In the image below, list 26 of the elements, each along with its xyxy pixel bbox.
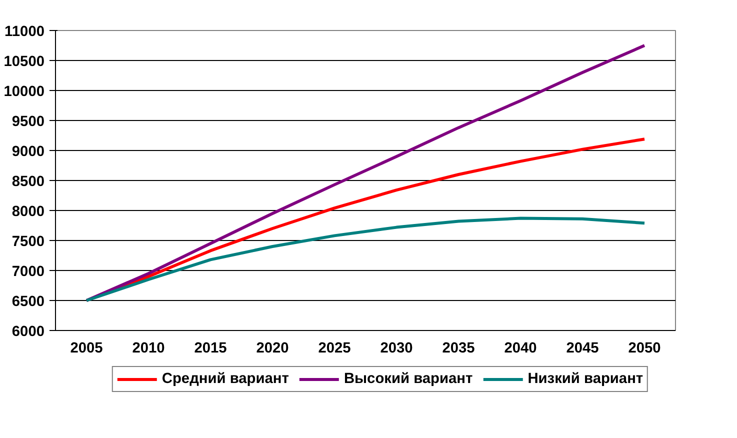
x-tick-label: 2035 xyxy=(442,340,475,356)
y-tick-label: 9500 xyxy=(12,114,45,130)
y-tick-label: 7000 xyxy=(12,264,45,280)
legend-label: Высокий вариант xyxy=(344,371,473,387)
x-tick-label: 2020 xyxy=(256,340,289,356)
y-tick-label: 6000 xyxy=(12,324,45,340)
x-tick-label: 2040 xyxy=(504,340,537,356)
y-tick-label: 8000 xyxy=(12,204,45,220)
y-tick-label: 9000 xyxy=(12,144,45,160)
y-tick-label: 10000 xyxy=(4,84,45,100)
legend-label: Средний вариант xyxy=(162,371,289,387)
x-tick-label: 2025 xyxy=(318,340,351,356)
x-tick-label: 2050 xyxy=(628,340,661,356)
legend-label: Низкий вариант xyxy=(528,371,644,387)
y-tick-label: 10500 xyxy=(4,54,45,70)
y-tick-label: 7500 xyxy=(12,234,45,250)
y-tick-label: 8500 xyxy=(12,174,45,190)
x-tick-label: 2015 xyxy=(194,340,227,356)
x-tick-label: 2010 xyxy=(132,340,165,356)
y-tick-label: 11000 xyxy=(4,24,45,40)
line-series xyxy=(85,216,646,302)
line-series xyxy=(85,44,646,302)
y-tick-label: 6500 xyxy=(12,294,45,310)
x-tick-label: 2045 xyxy=(566,340,599,356)
x-tick-label: 2005 xyxy=(70,340,103,356)
x-tick-label: 2030 xyxy=(380,340,413,356)
